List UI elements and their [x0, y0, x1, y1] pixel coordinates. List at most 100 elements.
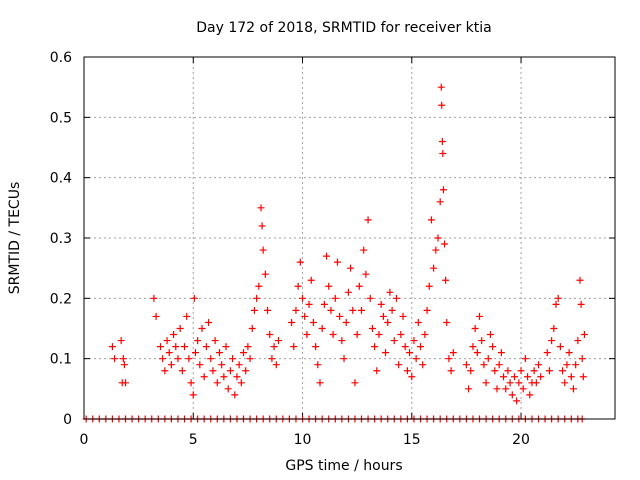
data-point — [215, 349, 223, 357]
data-point — [408, 373, 416, 381]
data-point — [122, 379, 130, 387]
data-point — [513, 397, 521, 405]
data-point — [574, 337, 582, 345]
data-point — [469, 343, 477, 351]
data-point — [493, 385, 501, 393]
data-point — [545, 367, 553, 375]
x-tick-label: 5 — [189, 432, 198, 448]
data-point — [382, 349, 390, 357]
grid-lines — [84, 57, 615, 419]
data-point — [309, 318, 317, 326]
data-point — [198, 325, 206, 332]
data-point — [331, 294, 339, 302]
data-point — [578, 355, 586, 363]
data-point — [344, 288, 352, 296]
data-point — [255, 282, 263, 290]
data-point — [439, 186, 447, 194]
data-point — [244, 343, 252, 351]
x-axis-label: GPS time / hours — [285, 458, 402, 474]
data-point — [336, 312, 344, 320]
data-point — [377, 300, 385, 308]
data-point — [572, 361, 580, 369]
data-point — [366, 294, 374, 302]
data-point — [447, 367, 455, 375]
data-point — [209, 367, 217, 375]
data-point — [397, 331, 405, 339]
data-point — [484, 355, 492, 363]
data-point — [150, 294, 158, 302]
data-point — [261, 270, 269, 278]
data-point — [379, 312, 387, 320]
data-point — [465, 385, 473, 393]
data-point — [353, 331, 361, 339]
data-point — [270, 343, 278, 351]
data-point — [327, 306, 335, 314]
data-point — [156, 343, 164, 351]
data-point — [550, 325, 558, 332]
data-point — [259, 246, 267, 254]
data-point — [580, 331, 588, 339]
data-point — [213, 379, 221, 387]
y-tick-label: 0.4 — [50, 171, 72, 187]
data-point — [165, 349, 173, 357]
data-points — [82, 83, 588, 423]
data-point — [242, 367, 250, 375]
data-point — [117, 337, 125, 345]
data-point — [253, 294, 261, 302]
data-point — [351, 379, 359, 387]
data-point — [524, 373, 532, 381]
data-point — [373, 367, 381, 375]
data-point — [500, 373, 508, 381]
data-point — [305, 300, 313, 308]
data-point — [170, 331, 178, 339]
y-tick-label: 0.5 — [50, 110, 72, 126]
data-point — [235, 361, 243, 369]
data-point — [476, 312, 484, 320]
data-point — [342, 318, 350, 326]
data-point — [449, 349, 457, 357]
data-point — [535, 361, 543, 369]
data-point — [296, 258, 304, 266]
data-point — [526, 391, 534, 399]
x-tick-label: 15 — [403, 432, 421, 448]
data-point — [421, 331, 429, 339]
data-point — [266, 331, 274, 339]
data-point — [482, 379, 490, 387]
data-point — [176, 325, 184, 332]
data-point — [412, 355, 420, 363]
data-point — [504, 367, 512, 375]
data-point — [392, 294, 400, 302]
data-point — [489, 343, 497, 351]
data-point — [436, 198, 444, 206]
data-point — [111, 355, 119, 363]
data-point — [508, 391, 516, 399]
data-point — [174, 355, 182, 363]
data-point — [202, 343, 210, 351]
data-point — [207, 355, 215, 363]
data-point — [576, 276, 584, 284]
data-point — [258, 222, 266, 230]
data-point — [515, 379, 523, 387]
y-tick-label: 0.3 — [50, 231, 72, 247]
data-point — [430, 264, 438, 272]
data-point — [532, 379, 540, 387]
y-axis-label: SRMTID / TECUs — [7, 182, 23, 295]
data-point — [362, 270, 370, 278]
data-point — [240, 349, 248, 357]
data-point — [427, 216, 435, 224]
data-point — [388, 306, 396, 314]
data-point — [358, 306, 366, 314]
data-point — [519, 385, 527, 393]
data-point — [434, 234, 442, 242]
data-point — [384, 318, 392, 326]
data-point — [559, 367, 567, 375]
data-point — [565, 349, 573, 357]
axis-ticks — [83, 56, 615, 420]
data-point — [320, 300, 328, 308]
data-point — [569, 385, 577, 393]
data-point — [190, 294, 198, 302]
x-tick-labels: 0 5 10 15 20 — [80, 432, 530, 448]
data-point — [371, 343, 379, 351]
data-point — [181, 343, 189, 351]
